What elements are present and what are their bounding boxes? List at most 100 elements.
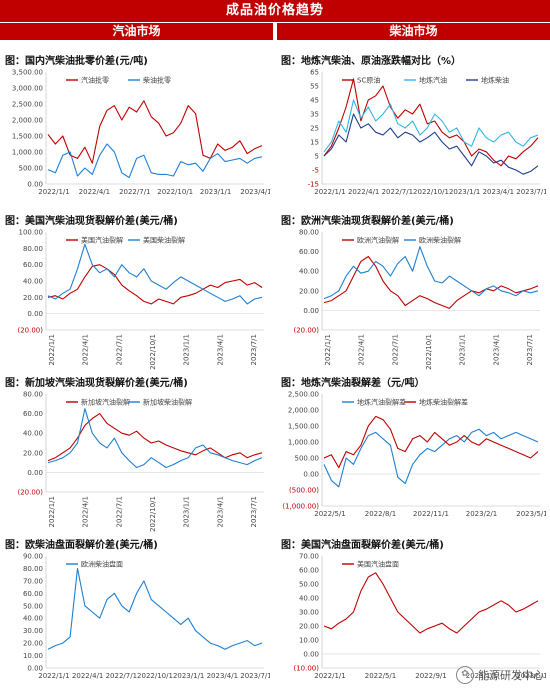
series-line xyxy=(47,243,263,305)
y-tick-label: 0.00 xyxy=(27,665,43,673)
y-tick-label: 60.00 xyxy=(23,261,43,269)
x-tick-label: 2023/4/1 xyxy=(483,188,514,196)
x-tick-label: 2022/1/1 xyxy=(48,496,56,527)
x-tick-label: 2023/1/1 xyxy=(459,334,467,365)
gasoline-market-header: 汽油市场 xyxy=(0,23,273,40)
x-tick-label: 2023/7/1 xyxy=(240,672,270,680)
x-tick-label: 2023/1/1 xyxy=(466,672,497,680)
chart-title: 图：美国汽油盘面裂解价差(美元/桶) xyxy=(281,540,444,551)
series-line xyxy=(323,572,539,634)
x-tick-label: 2023/7/1 xyxy=(250,334,258,365)
x-tick-label: 2023/4/1 xyxy=(492,334,500,365)
chart-title: 图：国内汽柴油批零价差(元/吨) xyxy=(5,56,148,67)
y-tick-label: (20.00) xyxy=(17,489,43,497)
x-tick-label: 2023/1/1 xyxy=(200,188,231,196)
chart-title: 图：地炼汽柴油、原油涨跌幅对比（%） xyxy=(281,56,462,67)
y-tick-label: 20.00 xyxy=(23,449,43,457)
x-tick-label: 2022/1/1 xyxy=(324,334,332,365)
x-tick-label: 2023/4/1 xyxy=(207,672,238,680)
legend-label: 美国柴油裂解 xyxy=(143,236,185,245)
y-tick-label: 40.00 xyxy=(23,430,43,438)
legend-label: 新加坡柴油裂解 xyxy=(143,398,192,407)
y-tick-label: 2,000.00 xyxy=(288,407,319,415)
series-line xyxy=(47,143,263,179)
x-tick-label: 2022/1/1 xyxy=(38,188,69,196)
y-tick-label: 1,000.00 xyxy=(288,439,319,447)
series-line xyxy=(323,255,539,309)
legend-label: 欧洲柴油裂解 xyxy=(419,236,461,245)
x-tick-label: 2022/8/1 xyxy=(365,510,396,518)
y-tick-label: 60.00 xyxy=(23,410,43,418)
y-tick-label: 100.00 xyxy=(19,229,44,237)
x-tick-label: 2022/7/1 xyxy=(115,496,123,527)
x-tick-label: 2022/5/1 xyxy=(314,510,345,518)
x-tick-label: 2022/7/1 xyxy=(391,334,399,365)
series-line xyxy=(323,99,539,153)
y-tick-label: 60.00 xyxy=(299,248,319,256)
x-tick-label: 2023/1/1 xyxy=(449,188,480,196)
legend-label: 汽油批零 xyxy=(81,76,109,85)
chart-europe-spot-crack-spread: 图：欧洲汽柴油现货裂解价差(美元/桶) (20.00) 0.00 20.00 40.0… xyxy=(278,212,546,372)
x-tick-label: 2022/10/1 xyxy=(425,334,433,370)
watermark-text: 能源研发中心 xyxy=(478,669,544,682)
y-tick-label: 30.00 xyxy=(299,609,319,617)
legend-label: SC原油 xyxy=(357,76,380,85)
y-tick-label: 20.00 xyxy=(23,640,43,648)
y-tick-label: 20.00 xyxy=(299,287,319,295)
chart-singapore-spot-crack-spread: 图：新加坡汽柴油现货裂解价差(美元/桶) (20.00) 0.00 20.00 40.… xyxy=(2,374,270,534)
y-tick-label: 80.00 xyxy=(23,565,43,573)
x-tick-label: 2023/4/1 xyxy=(216,496,224,527)
chart-svg: (20.00) 0.00 20.00 40.00 60.00 80.00 2022/1/1 2… xyxy=(17,391,264,532)
chart-svg: (20.00) 0.00 20.00 40.00 60.00 80.00 2022/1/1 2… xyxy=(293,229,540,370)
x-tick-label: 2022/7/1 xyxy=(119,188,150,196)
chart-europe-diesel-futures-crack: 图：欧柴油盘面裂解价差(美元/桶) 0.00 10.00 20.00 30.00 40.… xyxy=(2,536,270,696)
series-line xyxy=(47,408,263,469)
x-tick-label: 2022/4/1 xyxy=(348,188,379,196)
x-tick-label: 2022/10/1 xyxy=(149,496,157,532)
chart-title: 图：欧柴油盘面裂解价差(美元/桶) xyxy=(5,540,158,551)
chart-local-refinery-vs-crude-change: 图：地炼汽柴油、原油涨跌幅对比（%） -15 -5 5 15 25 35 45 55 65 202… xyxy=(278,52,546,212)
chart-title: 图：地炼汽柴油裂解差（元/吨） xyxy=(281,378,425,389)
page-banner-title: 成品油价格趋势 xyxy=(0,0,550,22)
y-tick-label: 20.00 xyxy=(23,294,43,302)
series-line xyxy=(323,246,539,300)
x-tick-label: 2022/4/1 xyxy=(72,672,103,680)
x-tick-label: 2022/7/1 xyxy=(106,672,137,680)
chart-svg: 0.00 10.00 20.00 30.00 40.00 50.00 60.00 70.00 8… xyxy=(23,553,270,681)
x-tick-label: 2022/1/1 xyxy=(314,188,345,196)
x-tick-label: 2022/10/1 xyxy=(413,188,449,196)
y-tick-label: (10.00) xyxy=(293,665,319,673)
diesel-market-header: 柴油市场 xyxy=(277,23,550,40)
x-tick-label: 2023/1/1 xyxy=(183,496,191,527)
y-tick-label: 50.00 xyxy=(23,602,43,610)
y-tick-label: 1,000.00 xyxy=(12,149,43,157)
y-tick-label: 15 xyxy=(310,139,319,147)
x-tick-label: 2023/7/1 xyxy=(516,188,546,196)
y-tick-label: 3,500.00 xyxy=(12,69,43,77)
y-tick-label: 500.00 xyxy=(295,455,320,463)
series-line xyxy=(323,113,539,175)
y-tick-label: 40.00 xyxy=(299,268,319,276)
x-tick-label: 2022/1/1 xyxy=(48,334,56,365)
y-tick-label: 1,500.00 xyxy=(12,133,43,141)
legend-label: 欧洲柴油盘面 xyxy=(81,560,123,569)
x-tick-label: 2022/7/1 xyxy=(115,334,123,365)
y-tick-label: 80.00 xyxy=(23,245,43,253)
x-tick-label: 2023/5/1 xyxy=(516,510,546,518)
legend-label: 新加坡汽油裂解 xyxy=(81,398,130,407)
y-tick-label: 10.00 xyxy=(299,637,319,645)
chart-svg: 0.00 500.00 1,000.00 1,500.00 2,000.00 2,500.… xyxy=(12,69,270,197)
x-tick-label: 2022/9/1 xyxy=(415,672,446,680)
x-tick-label: 2023/7/1 xyxy=(250,496,258,527)
y-tick-label: 0.00 xyxy=(303,651,319,659)
y-tick-label: (1,000.00) xyxy=(282,503,319,511)
x-tick-label: 2023/1/1 xyxy=(183,334,191,365)
y-tick-label: 50.00 xyxy=(299,581,319,589)
x-tick-label: 2022/4/1 xyxy=(358,334,366,365)
x-tick-label: 2023/5/1 xyxy=(516,672,546,680)
y-tick-label: 40.00 xyxy=(23,278,43,286)
legend-label: 美国汽油盘面 xyxy=(357,560,399,569)
x-tick-label: 2023/2/1 xyxy=(466,510,497,518)
x-tick-label: 2022/11/1 xyxy=(413,510,449,518)
series-line xyxy=(323,415,539,469)
